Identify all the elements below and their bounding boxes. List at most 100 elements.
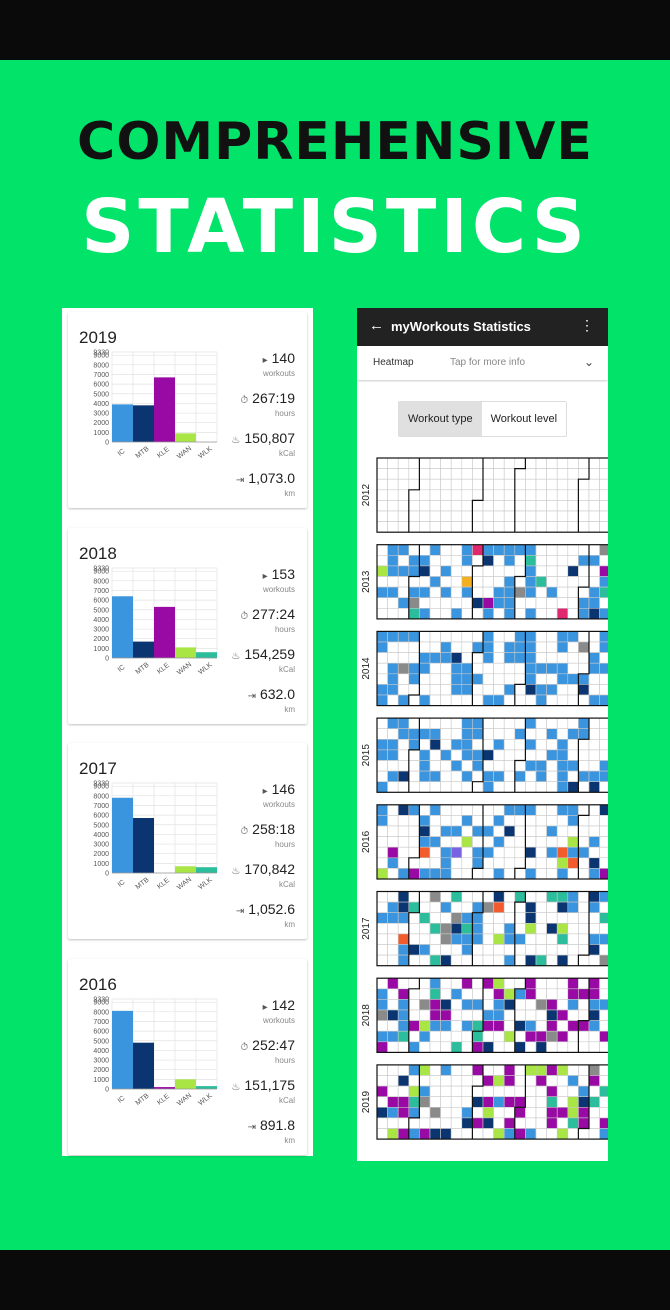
heatmap-cell — [408, 738, 420, 751]
heatmap-cell — [419, 576, 431, 588]
y-tick-label: 8000 — [93, 362, 109, 369]
heatmap-cell — [482, 933, 494, 945]
heatmap-cell — [419, 1030, 431, 1043]
heatmap-cell — [535, 933, 547, 945]
heatmap-cell — [578, 825, 590, 837]
heatmap-cell — [525, 912, 537, 924]
heatmap-cell — [482, 944, 494, 956]
heatmap-cell — [599, 738, 608, 751]
heatmap-cell — [387, 922, 399, 935]
year-card-2018[interactable]: 2018 0 1000 2000 3000 4000 5000 6000 7000 8000 900… — [68, 528, 307, 724]
year-card-2016[interactable]: 2016 0 1000 2000 3000 4000 5000 6000 7000 8000 900… — [68, 959, 307, 1155]
view-selector[interactable]: Heatmap Tap for more info ⌄ — [357, 346, 608, 380]
heatmap-cell — [472, 933, 484, 945]
view-label: Heatmap — [373, 357, 414, 368]
heatmap-cell — [408, 922, 420, 935]
y-tick-label: 9000 — [93, 784, 109, 791]
more-vert-icon[interactable]: ⋮ — [580, 317, 594, 333]
heatmap-cell — [419, 1075, 431, 1087]
heatmap-cell — [599, 749, 608, 761]
stat-unit: workouts — [262, 585, 295, 594]
year-card-2017[interactable]: 2017 0 1000 2000 3000 4000 5000 6000 7000 8000 900… — [68, 743, 307, 939]
heatmap-cell — [408, 662, 420, 675]
heatmap-cell — [387, 717, 399, 730]
month-divider — [514, 458, 526, 533]
chevron-down-icon[interactable]: ⌄ — [583, 355, 594, 369]
heatmap-cell — [419, 457, 431, 469]
heatmap-cell — [408, 500, 420, 512]
heatmap-cell — [376, 954, 388, 966]
month-divider — [408, 544, 420, 619]
month-divider — [577, 458, 590, 533]
heatmap-cell — [429, 684, 441, 696]
heatmap-cell — [461, 977, 473, 990]
heatmap-cell — [503, 728, 516, 740]
heatmap-cell — [408, 770, 420, 783]
heatmap-cell — [525, 521, 537, 533]
heatmap-cell — [567, 586, 579, 599]
heatmap-cell — [588, 607, 600, 620]
heatmap-cell — [376, 944, 388, 956]
distance-icon: ⇥ — [235, 906, 245, 917]
heatmap-cell — [461, 510, 473, 522]
heatmap-cell — [514, 857, 526, 869]
app-bar: ← myWorkouts Statistics ⋮ — [357, 308, 608, 346]
heatmap-cell — [503, 565, 516, 577]
y-tick-label: 7000 — [93, 588, 109, 595]
heatmap-cell — [440, 555, 452, 567]
heatmap-cell — [588, 544, 600, 556]
heatmap-cell — [567, 891, 579, 903]
heatmap-cell — [599, 662, 608, 675]
heatmap-cell — [408, 641, 420, 653]
arrow-left-icon[interactable]: ← — [369, 317, 384, 334]
heatmap-cell — [599, 912, 608, 924]
bar-mtb — [133, 641, 154, 658]
heatmap-cell — [440, 457, 452, 469]
heatmap-cell — [567, 836, 579, 848]
heatmap-cell — [493, 1020, 505, 1032]
play-icon: ▸ — [262, 355, 268, 366]
heatmap-cell — [472, 684, 484, 696]
heatmap-cell — [376, 576, 388, 588]
heatmap-cell — [461, 891, 473, 903]
heatmap-cell — [482, 1030, 494, 1043]
toggle-workout-level[interactable]: Workout level — [490, 413, 558, 425]
heatmap-cell — [525, 760, 537, 772]
toggle-workout-type[interactable]: Workout type — [399, 402, 482, 436]
heatmap-cell — [440, 544, 452, 556]
heatmap-cell — [546, 891, 558, 903]
year-card-2019[interactable]: 2019 0 1000 2000 3000 4000 5000 6000 7000 8000 900… — [68, 312, 307, 508]
stat-unit: kCal — [278, 880, 295, 889]
heatmap-cell — [514, 944, 526, 956]
heatmap-cell — [493, 631, 505, 643]
y-tick-label: 6000 — [93, 813, 109, 820]
heatmap-cell — [450, 901, 463, 913]
heatmap-cell — [578, 781, 590, 793]
heatmap-cell — [440, 631, 452, 643]
heatmap-cell — [556, 1096, 569, 1108]
heatmap-cell — [578, 857, 590, 869]
heatmap-cell — [546, 977, 558, 990]
heatmap-cell — [461, 468, 473, 480]
heatmap-cell — [578, 1096, 590, 1108]
heatmap-cell — [599, 846, 608, 859]
heatmap-cell — [419, 631, 431, 643]
heatmap-cell — [397, 478, 410, 491]
heatmap-cell — [387, 1106, 399, 1119]
heatmap-cell — [535, 922, 547, 935]
heatmap-cell — [397, 521, 410, 533]
bar-ic — [112, 797, 133, 873]
heatmap-cell — [556, 738, 569, 751]
year-outline — [376, 630, 608, 707]
y-tick-label: 0 — [105, 440, 109, 447]
view-hint: Tap for more info — [450, 357, 526, 368]
heatmap-cell — [440, 1041, 452, 1053]
heatmap-cell — [567, 901, 579, 913]
heatmap-cell — [397, 586, 410, 599]
heatmap-cell — [535, 868, 547, 880]
workout-heatmap[interactable]: 2012 2013 2014 2015 2016 2017 2018 2019 — [357, 308, 608, 1161]
heatmap-cell — [578, 1128, 590, 1140]
heatmap-cell — [535, 457, 547, 469]
heatmap-cell — [419, 510, 431, 522]
heatmap-cell — [535, 662, 547, 675]
